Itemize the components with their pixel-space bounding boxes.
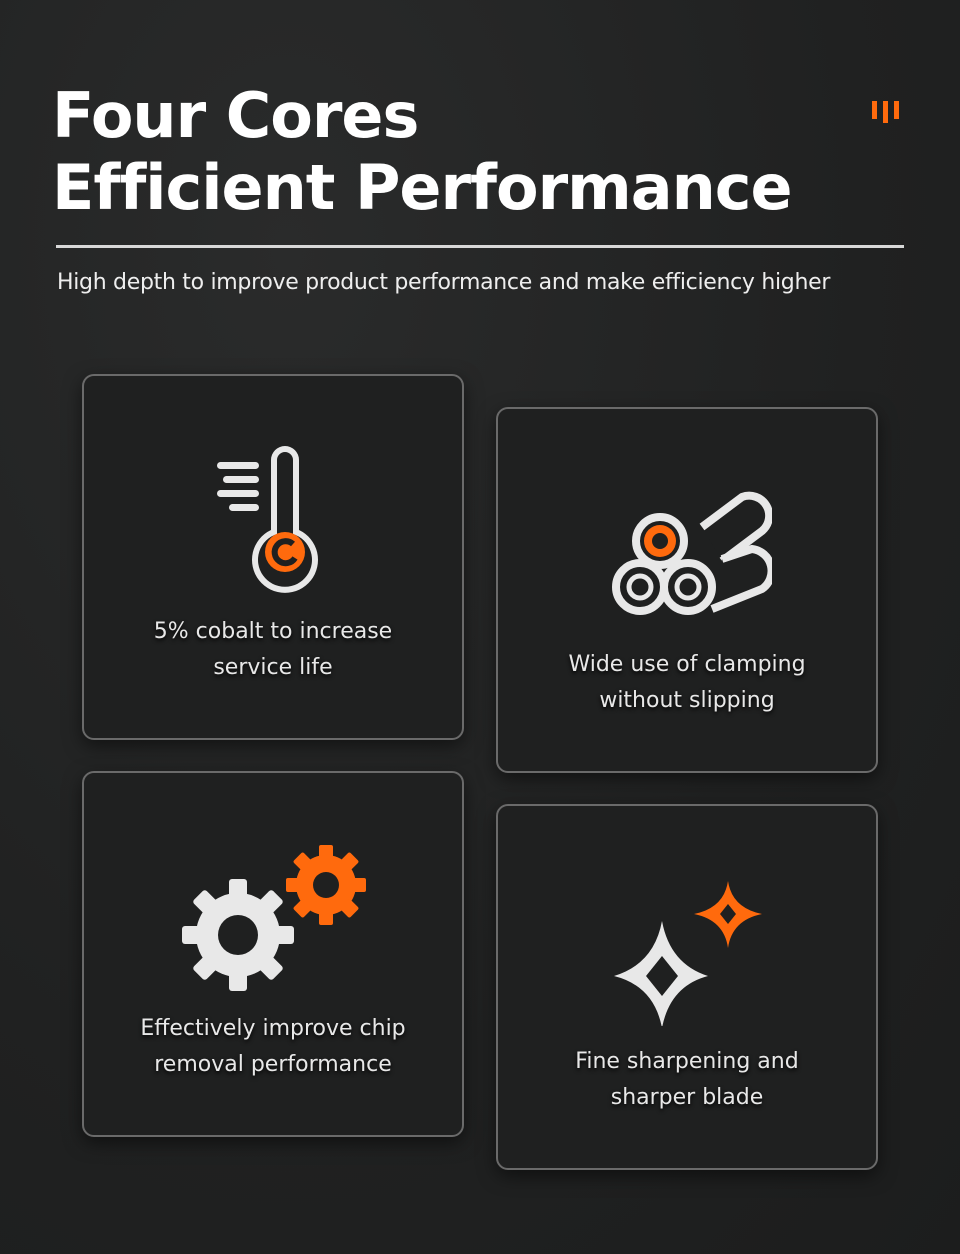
feature-text: Effectively improve chip [140,1016,406,1041]
feature-card-cobalt: 5% cobalt to increase service life [82,374,464,740]
brand-bars-icon [872,101,902,123]
gears-icon [182,845,366,991]
divider [56,245,904,248]
sparkle-icon [614,881,762,1026]
title-line-2: Efficient Performance [52,151,793,224]
feature-text: without slipping [599,688,775,713]
title-line-1: Four Cores [52,79,419,152]
feature-text: 5% cobalt to increase [153,619,393,644]
feature-card-sharpening: Fine sharpening and sharper blade [496,804,878,1170]
feature-text: service life [213,655,333,680]
feature-text: sharper blade [610,1085,764,1110]
feature-card-clamping: Wide use of clamping without slipping [496,407,878,773]
subtitle: High depth to improve product performanc… [57,270,831,295]
feature-text: Fine sharpening and [575,1049,799,1074]
feature-text: removal performance [154,1052,392,1077]
thermometer-icon [217,446,318,593]
feature-card-chip-removal: Effectively improve chip removal performa… [82,771,464,1137]
feature-text: Wide use of clamping [568,652,806,677]
page-title: Four Cores Efficient Performance [52,79,793,224]
rods-icon [612,491,772,615]
